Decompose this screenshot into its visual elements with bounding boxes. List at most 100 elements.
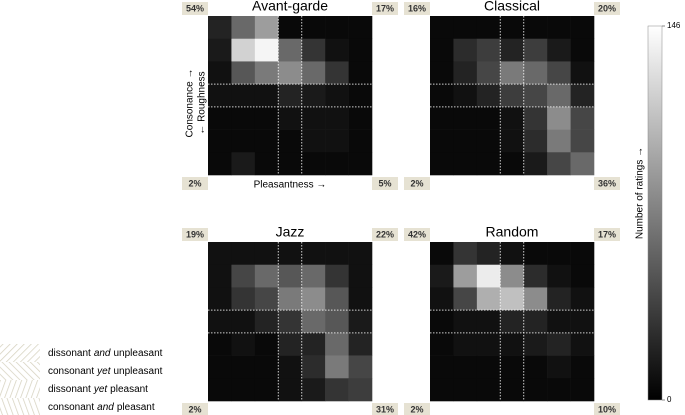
legend-label: dissonant and unpleasant — [48, 348, 163, 359]
heat-cell — [348, 152, 373, 176]
heat-cell — [476, 129, 501, 153]
heat-cell — [254, 287, 279, 311]
heat-cell — [430, 16, 454, 40]
heat-cell — [547, 106, 571, 130]
heat-cell — [523, 355, 548, 379]
heat-cell — [547, 310, 571, 334]
corner-box — [594, 228, 620, 241]
heat-cell — [547, 264, 571, 288]
heat-cell — [500, 264, 525, 288]
heat-cell — [453, 264, 478, 288]
heat-cell — [278, 378, 303, 402]
heat-cell — [231, 264, 256, 288]
heat-cell — [325, 287, 349, 311]
legend-swatch — [0, 344, 40, 362]
heat-cell — [325, 84, 349, 108]
heat-cell — [547, 378, 571, 402]
heat-cell — [570, 152, 595, 176]
corner-box — [182, 403, 208, 415]
legend-swatch — [0, 362, 40, 380]
heat-cell — [570, 378, 595, 402]
heat-cell — [523, 84, 548, 108]
heat-cell — [430, 84, 454, 108]
heat-cell — [325, 61, 349, 85]
corner-label: 19% — [186, 229, 204, 239]
heat-cell — [547, 332, 571, 356]
heat-cell — [325, 378, 349, 402]
heat-cell — [547, 61, 571, 85]
heat-cell — [547, 152, 571, 176]
heat-cell — [476, 264, 501, 288]
heat-cell — [301, 332, 326, 356]
heat-cell — [430, 355, 454, 379]
corner-label: 36% — [598, 178, 616, 188]
heat-cell — [231, 152, 256, 176]
heatmap-title: Avant-garde — [252, 0, 328, 14]
heat-cell — [430, 106, 454, 130]
heat-cell — [570, 287, 595, 311]
heat-cell — [254, 378, 279, 402]
heat-cell — [208, 355, 232, 379]
heat-cell — [278, 355, 303, 379]
heat-cell — [476, 355, 501, 379]
heat-cell — [547, 242, 571, 266]
heat-cell — [325, 152, 349, 176]
corner-label: 2% — [188, 404, 201, 414]
heat-cell — [430, 242, 454, 266]
heat-cell — [231, 38, 256, 62]
heat-cell — [231, 16, 256, 40]
heat-cell — [523, 106, 548, 130]
legend-text-part: consonant — [48, 366, 94, 377]
heat-cell — [254, 310, 279, 334]
corner-box — [372, 403, 398, 415]
heat-cell — [231, 310, 256, 334]
corner-box — [404, 2, 430, 15]
legend-label: consonant yet unpleasant — [48, 366, 163, 377]
corner-label: 42% — [408, 229, 426, 239]
heat-cell — [301, 242, 326, 266]
heat-cell — [208, 310, 232, 334]
heat-cell — [348, 242, 373, 266]
corner-box — [372, 2, 398, 15]
corner-label: 5% — [378, 178, 391, 188]
heat-cell — [430, 129, 454, 153]
heat-cell — [430, 378, 454, 402]
legend-swatch — [0, 380, 40, 398]
corner-box — [182, 2, 208, 15]
heat-cell — [301, 355, 326, 379]
heat-cell — [500, 38, 525, 62]
corner-box — [594, 403, 620, 415]
heat-cell — [430, 310, 454, 334]
corner-box — [404, 177, 430, 190]
heat-cell — [547, 84, 571, 108]
heat-cell — [254, 152, 279, 176]
heat-cell — [570, 129, 595, 153]
heat-cell — [453, 38, 478, 62]
heat-cell — [547, 355, 571, 379]
heat-cell — [254, 84, 279, 108]
heat-cell — [476, 61, 501, 85]
heat-cell — [208, 106, 232, 130]
legend-text-part: and — [94, 348, 111, 359]
heat-cell — [523, 16, 548, 40]
heat-cell — [301, 129, 326, 153]
heat-cell — [325, 242, 349, 266]
corner-box — [372, 228, 398, 241]
heat-cell — [208, 332, 232, 356]
heat-cell — [325, 332, 349, 356]
heat-cell — [570, 84, 595, 108]
heat-cell — [500, 129, 525, 153]
heat-cell — [325, 310, 349, 334]
heat-cell — [208, 16, 232, 40]
heat-cell — [301, 16, 326, 40]
corner-label: 22% — [376, 229, 394, 239]
heat-cell — [453, 355, 478, 379]
heat-cell — [453, 152, 478, 176]
heat-cell — [254, 264, 279, 288]
heat-cell — [301, 61, 326, 85]
heat-cell — [301, 38, 326, 62]
heat-cell — [476, 310, 501, 334]
corner-label: 20% — [598, 3, 616, 13]
heat-cell — [430, 332, 454, 356]
